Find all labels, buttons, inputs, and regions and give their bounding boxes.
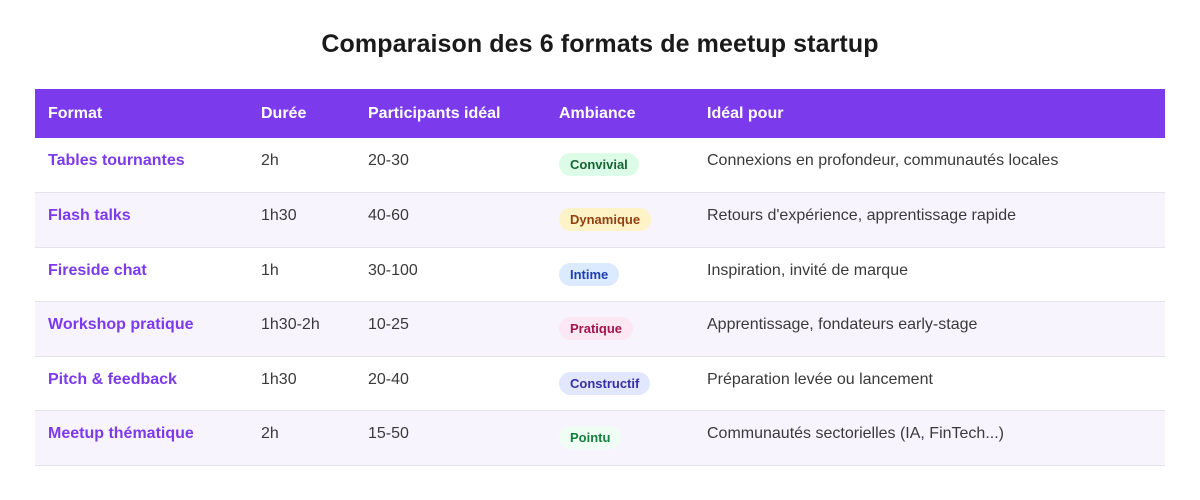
table-row: Workshop pratique 1h30-2h 10-25 Pratique…	[35, 301, 1165, 357]
table-row: Tables tournantes 2h 20-30 Convivial Con…	[35, 138, 1165, 193]
cell-duree: 1h30	[261, 370, 297, 388]
cell-ideal: Retours d'expérience, apprentissage rapi…	[707, 207, 1017, 224]
comparison-table: Format Durée Participants idéal Ambiance…	[35, 89, 1165, 466]
ambiance-badge: Convivial	[559, 153, 639, 176]
table-row: Flash talks 1h30 40-60 Dynamique Retours…	[35, 192, 1165, 248]
cell-ambiance: Pratique	[546, 302, 694, 357]
cell-format: Flash talks	[48, 207, 131, 224]
ambiance-badge: Pointu	[559, 426, 622, 449]
cell-format: Tables tournantes	[48, 152, 185, 169]
cell-duree: 2h	[261, 425, 279, 442]
page-title: Comparaison des 6 formats de meetup star…	[321, 30, 879, 58]
cell-participants: 20-30	[368, 152, 409, 169]
cell-participants: 10-25	[368, 316, 409, 333]
table-body: Tables tournantes 2h 20-30 Convivial Con…	[35, 138, 1165, 465]
cell-ambiance: Constructif	[546, 356, 694, 411]
cell-format: Meetup thématique	[48, 425, 194, 442]
header-row: Format Durée Participants idéal Ambiance…	[35, 89, 1165, 138]
cell-ideal: Apprentissage, fondateurs early-stage	[707, 316, 978, 333]
header-format: Format	[48, 104, 103, 122]
ambiance-badge: Dynamique	[559, 208, 652, 231]
cell-ambiance: Pointu	[546, 411, 694, 466]
cell-duree: 1h30-2h	[261, 316, 320, 333]
cell-ideal: Communautés sectorielles (IA, FinTech...…	[707, 425, 1004, 442]
header-ideal: Idéal pour	[707, 104, 784, 122]
ambiance-badge: Constructif	[559, 371, 651, 395]
cell-ambiance: Intime	[546, 247, 694, 302]
table-row: Fireside chat 1h 30-100 Intime Inspirati…	[35, 247, 1165, 302]
table-header: Format Durée Participants idéal Ambiance…	[35, 89, 1165, 138]
cell-ideal: Préparation levée ou lancement	[707, 370, 933, 388]
cell-ideal: Connexions en profondeur, communautés lo…	[707, 152, 1059, 169]
cell-format: Pitch & feedback	[48, 370, 177, 388]
cell-duree: 1h30	[261, 207, 297, 224]
cell-ideal: Inspiration, invité de marque	[707, 261, 908, 279]
cell-participants: 40-60	[368, 207, 409, 224]
header-participants: Participants idéal	[368, 104, 501, 122]
cell-duree: 2h	[261, 152, 279, 169]
cell-participants: 30-100	[368, 261, 418, 279]
cell-format: Workshop pratique	[48, 316, 194, 333]
cell-duree: 1h	[261, 261, 279, 279]
ambiance-badge: Pratique	[559, 317, 634, 340]
cell-ambiance: Dynamique	[546, 193, 694, 248]
table-row: Meetup thématique 2h 15-50 Pointu Commun…	[35, 410, 1165, 466]
cell-format: Fireside chat	[48, 261, 147, 279]
cell-participants: 15-50	[368, 425, 409, 442]
cell-participants: 20-40	[368, 370, 409, 388]
cell-ambiance: Convivial	[546, 138, 694, 193]
header-duree: Durée	[261, 104, 307, 122]
table-row: Pitch & feedback 1h30 20-40 Constructif …	[35, 356, 1165, 411]
header-ambiance: Ambiance	[559, 104, 636, 122]
ambiance-badge: Intime	[559, 262, 620, 286]
